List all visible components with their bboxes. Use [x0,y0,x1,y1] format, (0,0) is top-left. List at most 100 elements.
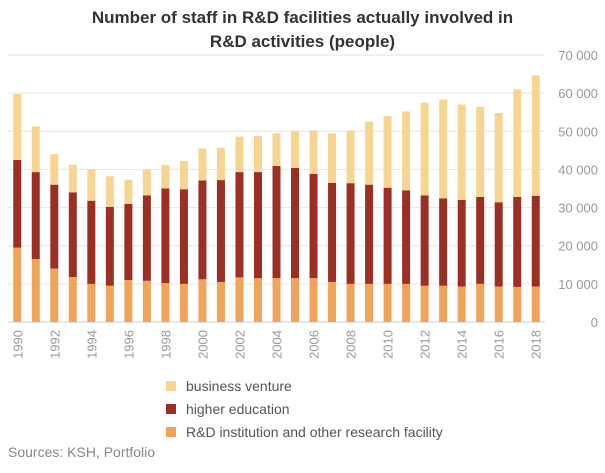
bar-segment [124,203,133,281]
source-note: Sources: KSH, Portfolio [8,444,156,460]
x-tick-label: 2004 [270,330,285,359]
bar-segment [346,283,355,322]
x-tick-label: 2012 [418,330,433,359]
bar-segment [439,285,448,322]
x-tick-label: 1990 [10,330,25,359]
bar-segment [105,285,114,322]
bar-segment [179,189,188,284]
bar-segment [179,283,188,322]
x-tick-label: 2010 [381,330,396,359]
bar-segment [142,169,151,196]
bar-segment [68,276,77,322]
y-tick-label: 60 000 [558,86,598,101]
bar-segment [161,164,170,189]
legend: business venture higher education R&D inst… [166,374,443,443]
bar-segment [365,283,374,322]
bar-segment [124,179,133,204]
bar-segment [87,169,96,201]
bar-segment [383,187,392,284]
bar-segment [457,286,466,322]
bar-segment [346,183,355,284]
legend-item: higher education [166,397,443,420]
bar-segment [420,102,429,196]
bar-segment [216,180,225,282]
x-tick-label: 2016 [492,330,507,359]
bar-segment [124,280,133,322]
bar-segment [476,106,485,197]
x-tick-label: 1998 [158,330,173,359]
bar-segment [309,174,318,279]
bar-segment [420,195,429,286]
x-tick-label: 2006 [307,330,322,359]
bar-segment [402,190,411,284]
y-tick-label: 70 000 [558,48,598,63]
legend-label: business venture [186,377,292,394]
bar-segment [457,104,466,200]
x-tick-label: 1994 [84,330,99,359]
bar-segment [13,247,22,322]
x-tick-label: 1992 [47,330,62,359]
bar-segment [253,172,262,279]
bar-segment [291,131,300,168]
bar-segment [272,165,281,279]
bar-segment [346,130,355,184]
bar-segment [309,130,318,175]
bar-segment [216,281,225,322]
bar-segment [235,172,244,278]
bar-segment [142,280,151,322]
bar-segment [365,184,374,284]
bar-segment [50,154,59,185]
bar-segment [13,93,22,160]
x-tick-label: 2008 [344,330,359,359]
bar-segment [457,199,466,287]
bar-segment [235,277,244,322]
bar-segment [105,176,114,207]
bar-segment [291,167,300,279]
legend-swatch [166,380,176,391]
bar-segment [494,112,503,203]
bar-segment [87,283,96,322]
bar-segment [198,148,207,181]
bar-segment [494,286,503,322]
legend-item: R&D institution and other research facil… [166,420,443,443]
chart-title-line1: Number of staff in R&D facilities actual… [91,8,514,27]
x-tick-label: 2018 [529,330,544,359]
chart-title-line2: R&D activities (people) [209,32,396,51]
bar-segment [531,286,540,322]
bar-segment [50,268,59,322]
bar-segment [513,286,522,322]
bar-segment [328,133,337,183]
bar-segment [161,188,170,284]
y-tick-label: 40 000 [558,162,598,177]
bar-segment [105,206,114,286]
bar-segment [439,99,448,199]
bar-segment [235,136,244,173]
bar-segment [87,200,96,284]
bar-segment [68,192,77,277]
bar-segment [253,278,262,322]
y-tick-label: 30 000 [558,201,598,216]
legend-item: business venture [166,374,443,397]
bar-segment [179,161,188,190]
x-tick-label: 2000 [195,330,210,359]
bar-segment [31,126,40,173]
bar-segment [383,283,392,322]
x-tick-label: 2002 [232,330,247,359]
bar-segment [402,283,411,322]
bar-segment [494,202,503,287]
bar-segment [383,116,392,188]
bar-segment [216,147,225,181]
bar-segment [439,198,448,286]
bar-segment [476,196,485,284]
bar-segment [291,278,300,322]
bar-segment [161,283,170,322]
legend-swatch [166,403,176,414]
bar-segment [31,172,40,260]
bar-segment [142,195,151,281]
x-tick-label: 2014 [455,330,470,359]
bar-segment [198,279,207,322]
bar-segment [402,111,411,191]
bar-segment [13,159,22,248]
